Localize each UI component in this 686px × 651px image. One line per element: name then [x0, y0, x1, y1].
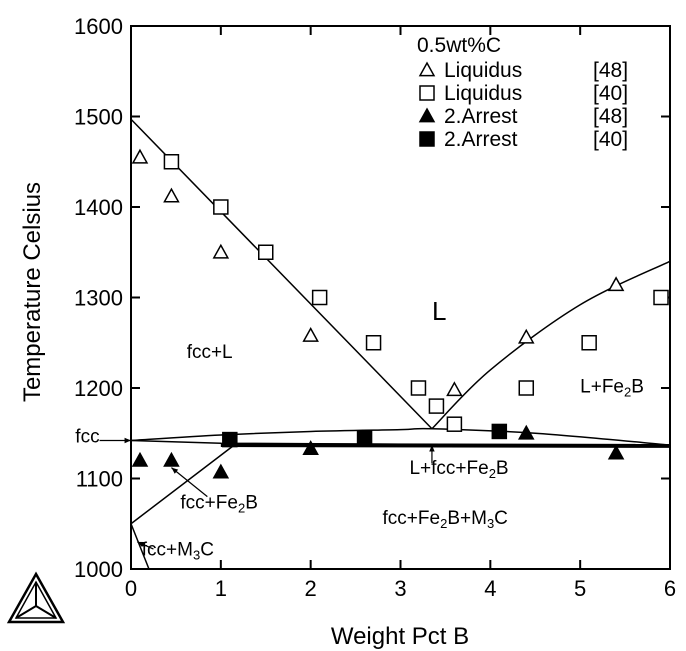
legend-marker	[418, 61, 436, 77]
y-tick-label: 1200	[74, 376, 123, 401]
square-filled-point	[356, 430, 373, 446]
x-tick-label: 0	[125, 576, 137, 601]
region-label: fcc+M3C	[142, 539, 214, 562]
y-tick-label: 1300	[74, 286, 123, 311]
liquidus-right-line	[431, 260, 671, 430]
triangle-filled-point	[517, 424, 535, 440]
legend-title: 0.5wt%C	[417, 34, 501, 57]
fcc-fe2b-pointer-arrow-head	[171, 467, 179, 474]
region-label: fcc+Fe2B+M3C	[383, 508, 508, 531]
region-label: L+fcc+Fe2B	[409, 458, 508, 481]
triangle-filled-point	[131, 451, 149, 467]
square-open-point	[428, 398, 445, 414]
fcc-pointer-arrow-head	[124, 437, 131, 444]
y-tick-label: 1500	[74, 105, 123, 130]
thermo-calc-triangle-logo	[6, 571, 66, 624]
legend-ref: [48]	[593, 59, 628, 82]
triangle-filled-point	[212, 463, 230, 479]
triangle-open-point	[163, 187, 180, 203]
triangle-open-point	[607, 276, 625, 292]
square-open-point	[518, 380, 535, 396]
x-tick-label: 2	[305, 576, 317, 601]
legend-ref: [48]	[593, 105, 628, 128]
square-filled-point	[222, 431, 238, 448]
legend-label: Liquidus	[444, 82, 522, 105]
square-open-point	[258, 244, 274, 260]
data-points	[131, 148, 669, 479]
triangle-open-point	[446, 381, 463, 397]
y-axis-title: Temperature Celsius	[19, 182, 46, 402]
square-filled-point	[491, 423, 508, 440]
ternary-line-line	[220, 443, 671, 448]
square-open-point	[365, 335, 382, 351]
fcc-fe2b-boundary-line	[130, 444, 235, 525]
region-label: fcc+Fe2B	[180, 492, 257, 515]
x-tick-label: 4	[484, 576, 496, 601]
fcc-fe2b-pointer-arrow	[171, 467, 208, 498]
fcc-m3c-boundary-line	[130, 523, 150, 570]
triangle-filled-point	[607, 444, 625, 460]
x-tick-label: 3	[394, 576, 406, 601]
square-open-point	[446, 416, 463, 432]
fcc-m3c-pointer-arrow-head	[137, 541, 145, 547]
fcc-solidus-arc-line	[130, 427, 671, 446]
plot-border	[130, 25, 671, 570]
legend-ref: [40]	[593, 82, 628, 105]
triangle-filled-point	[302, 440, 319, 455]
square-open-point	[410, 380, 427, 396]
square-open-point	[163, 154, 180, 170]
y-tick-label: 1600	[74, 14, 123, 39]
square-open-point	[213, 199, 229, 215]
plot-frame	[130, 25, 671, 570]
legend-ref: [40]	[593, 128, 628, 151]
region-label: L	[432, 296, 446, 326]
legend-label: 2.Arrest	[444, 105, 518, 128]
axis-ticks: 0 1 2 3 4 5 6 1000 1100 1200 1300 1400 1500 1600	[74, 14, 676, 601]
y-tick-label: 1100	[76, 467, 123, 492]
square-open-point	[311, 289, 328, 306]
x-axis-title: Weight Pct B	[331, 623, 469, 650]
triangle-open-point	[131, 148, 149, 164]
region-label: L+Fe2B	[580, 377, 644, 400]
phase-boundaries	[130, 118, 671, 570]
legend-marker	[419, 85, 435, 101]
square-open-point	[581, 335, 597, 351]
legend-marker	[418, 107, 436, 123]
y-tick-label: 1000	[74, 557, 123, 582]
region-label: fcc+L	[187, 342, 233, 363]
ternary-pointer-arrow-head	[429, 445, 435, 452]
triangle-open-point	[302, 326, 319, 342]
legend-label: Liquidus	[444, 59, 522, 82]
legend-marker	[419, 131, 435, 147]
liquidus-left-line	[130, 118, 433, 430]
triangle-filled-point	[163, 451, 180, 467]
triangle-open-point	[517, 328, 535, 344]
triangle-open-point	[212, 243, 230, 259]
y-tick-label: 1400	[74, 195, 123, 220]
region-label: fcc	[75, 426, 99, 447]
x-tick-label: 6	[664, 576, 676, 601]
x-tick-label: 1	[215, 576, 227, 601]
legend-label: 2.Arrest	[444, 128, 518, 151]
x-tick-label: 5	[574, 576, 586, 601]
square-open-point	[653, 289, 669, 306]
